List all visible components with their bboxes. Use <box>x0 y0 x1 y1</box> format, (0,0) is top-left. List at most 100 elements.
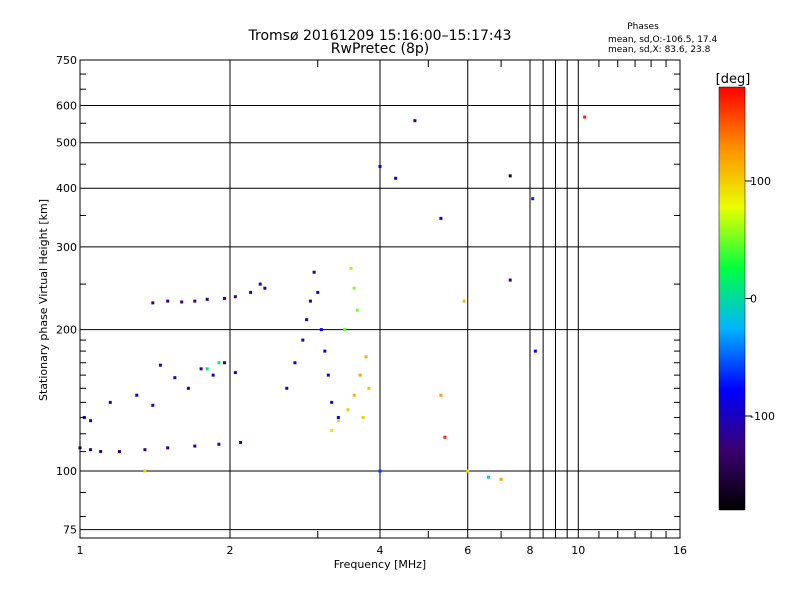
colorbar: [deg] 100 0 -100 <box>716 72 775 511</box>
data-point <box>258 282 262 286</box>
data-point <box>305 318 309 322</box>
data-point <box>508 174 512 178</box>
data-point <box>239 440 243 444</box>
x-tick-label: 16 <box>673 544 687 557</box>
data-point <box>349 266 353 270</box>
y-tick-label: 100 <box>56 465 77 478</box>
data-point <box>486 475 490 479</box>
y-tick-label: 500 <box>56 137 77 150</box>
data-point <box>217 361 221 365</box>
data-point <box>394 176 398 180</box>
data-point <box>193 299 197 303</box>
data-point <box>117 450 121 454</box>
data-point <box>367 386 371 390</box>
data-point <box>205 297 209 301</box>
data-point <box>186 386 190 390</box>
data-point <box>531 197 535 201</box>
grid <box>80 60 680 538</box>
chart-subtitle: RwPretec (8p) <box>331 41 429 57</box>
colorbar-tick-label: 100 <box>750 175 771 188</box>
y-tick-label: 75 <box>63 524 77 537</box>
data-point <box>173 376 177 380</box>
data-point <box>378 469 382 473</box>
data-point <box>199 367 203 371</box>
data-point <box>343 328 347 332</box>
data-point <box>151 301 155 305</box>
data-point <box>180 300 184 304</box>
data-point <box>89 448 93 452</box>
data-point <box>330 400 334 404</box>
data-point <box>439 393 443 397</box>
y-tick-label: 600 <box>56 100 77 113</box>
phase-stats-o: mean, sd,O:-106.5, 17.4 <box>608 35 718 45</box>
y-axis-label: Stationary phase Virtual Height [km] <box>37 199 50 401</box>
colorbar-tick-label: 0 <box>750 293 757 306</box>
data-point <box>301 338 305 342</box>
data-point <box>223 361 227 365</box>
data-point <box>352 286 356 290</box>
x-axis-ticks: 1 2 4 6 8 10 16 <box>77 60 687 557</box>
data-point <box>361 415 365 419</box>
data-point <box>205 367 209 371</box>
data-point <box>193 444 197 448</box>
phase-stats-x: mean, sd,X: 83.6, 23.8 <box>608 45 711 55</box>
plot-frame <box>79 59 681 539</box>
data-point <box>135 393 139 397</box>
data-point <box>583 115 587 119</box>
data-point <box>346 408 350 412</box>
data-point <box>312 270 316 274</box>
x-tick-label: 8 <box>527 544 534 557</box>
data-point <box>466 469 470 473</box>
data-point <box>158 363 162 367</box>
colorbar-gradient <box>718 86 746 511</box>
data-point <box>166 446 170 450</box>
y-tick-label: 300 <box>56 241 77 254</box>
data-point <box>326 373 330 377</box>
data-point <box>233 371 237 375</box>
colorbar-label: [deg] <box>716 72 751 87</box>
y-tick-label: 400 <box>56 182 77 195</box>
data-point <box>439 216 443 220</box>
data-point <box>166 299 170 303</box>
data-point <box>285 386 289 390</box>
data-point <box>316 290 320 294</box>
data-point <box>336 419 340 423</box>
data-point <box>263 286 267 290</box>
data-point <box>249 290 253 294</box>
data-point <box>223 296 227 300</box>
data-points <box>78 115 587 481</box>
data-point <box>233 295 237 299</box>
data-point <box>378 164 382 168</box>
data-point <box>358 373 362 377</box>
data-point <box>319 328 323 332</box>
data-point <box>89 419 93 423</box>
data-point <box>108 400 112 404</box>
data-point <box>462 299 466 303</box>
x-tick-label: 10 <box>571 544 585 557</box>
data-point <box>211 373 215 377</box>
data-point <box>330 428 334 432</box>
y-axis-ticks: 75 100 200 300 400 500 600 750 <box>56 54 680 537</box>
data-point <box>308 299 312 303</box>
x-tick-label: 1 <box>77 544 84 557</box>
data-point <box>143 448 147 452</box>
data-point <box>352 393 356 397</box>
data-point <box>508 278 512 282</box>
data-point <box>413 119 417 123</box>
colorbar-tick-label: -100 <box>750 410 775 423</box>
data-point <box>143 469 147 473</box>
data-point <box>499 477 503 481</box>
data-point <box>217 442 221 446</box>
data-point <box>293 361 297 365</box>
y-tick-label: 750 <box>56 54 77 67</box>
x-axis-label: Frequency [MHz] <box>334 558 426 571</box>
colorbar-ticks: 100 0 -100 <box>745 175 775 423</box>
data-point <box>533 349 537 353</box>
x-tick-label: 4 <box>377 544 384 557</box>
y-tick-label: 200 <box>56 324 77 337</box>
data-point <box>355 308 359 312</box>
data-point <box>364 355 368 359</box>
x-tick-label: 2 <box>227 544 234 557</box>
x-tick-label: 6 <box>464 544 471 557</box>
